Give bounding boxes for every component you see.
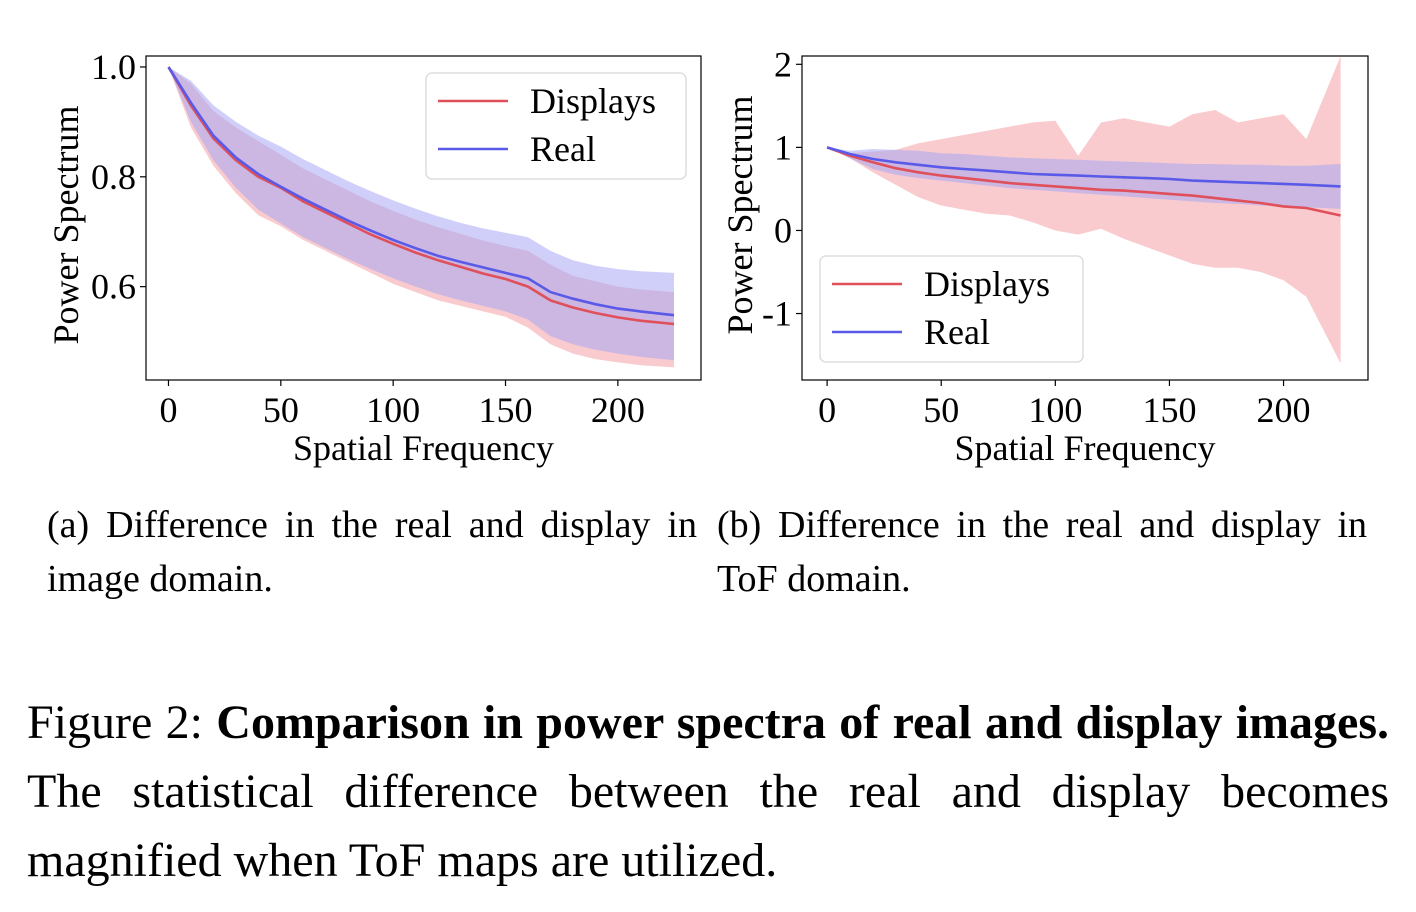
y-tick-label: -1 bbox=[762, 294, 792, 334]
figure-caption-text: The statistical difference between the r… bbox=[27, 765, 1389, 887]
figure-caption: Figure 2: Comparison in power spectra of… bbox=[27, 688, 1389, 895]
y-tick-label: 0 bbox=[774, 210, 792, 250]
y-tick-label: 1.0 bbox=[91, 47, 136, 87]
plot-frame-b bbox=[801, 55, 1369, 381]
y-tick-label: 1 bbox=[774, 127, 792, 167]
figure-caption-bold: Comparison in power spectra of real and … bbox=[216, 696, 1390, 749]
x-tick-label: 150 bbox=[1142, 390, 1196, 430]
y-axis-label: Power Spectrum bbox=[720, 96, 760, 335]
x-tick-label: 150 bbox=[479, 390, 533, 430]
x-tick-label: 100 bbox=[1028, 390, 1082, 430]
legend-label-real: Real bbox=[924, 312, 990, 352]
band-real-a bbox=[168, 67, 674, 361]
band-displays-b bbox=[827, 56, 1341, 364]
y-axis-label: Power Spectrum bbox=[46, 106, 86, 345]
x-tick-label: 0 bbox=[818, 390, 836, 430]
x-tick-label: 200 bbox=[591, 390, 645, 430]
y-tick-label: 0.8 bbox=[91, 157, 136, 197]
x-axis-label: Spatial Frequency bbox=[293, 428, 554, 468]
figure-label: Figure 2: bbox=[27, 696, 203, 749]
x-tick-label: 100 bbox=[366, 390, 420, 430]
legend-b: Displays Real bbox=[819, 255, 1084, 363]
subcaption-b: (b) Difference in the real and display i… bbox=[717, 504, 1367, 600]
x-axis-label: Spatial Frequency bbox=[955, 428, 1216, 468]
chart-a: 0 50 100 150 200 0.6 0.8 1.0 Spatial Frequency Po… bbox=[46, 47, 702, 468]
series-line-displays-a bbox=[167, 66, 675, 326]
legend-label-real: Real bbox=[530, 129, 596, 169]
legend-label-displays: Displays bbox=[924, 264, 1050, 304]
series-line-real-a bbox=[167, 66, 675, 317]
x-tick-label: 200 bbox=[1257, 390, 1311, 430]
band-real-b bbox=[827, 147, 1341, 209]
chart-b: 0 50 100 150 200 -1 0 1 2 Spatial Frequency Power … bbox=[720, 44, 1369, 468]
plot-frame-a bbox=[145, 55, 702, 381]
series-line-displays-b bbox=[826, 146, 1341, 217]
legend-box bbox=[425, 72, 687, 180]
legend-label-displays: Displays bbox=[530, 81, 656, 121]
legend-box bbox=[819, 255, 1084, 363]
x-tick-label: 50 bbox=[923, 390, 959, 430]
series-line-real-b bbox=[826, 146, 1341, 188]
subcaption-a: (a) Difference in the real and display i… bbox=[47, 504, 697, 600]
x-tick-label: 0 bbox=[159, 390, 177, 430]
y-tick-label: 2 bbox=[774, 44, 792, 84]
x-tick-label: 50 bbox=[263, 390, 299, 430]
y-tick-label: 0.6 bbox=[91, 267, 136, 307]
legend-a: Displays Real bbox=[425, 72, 687, 180]
